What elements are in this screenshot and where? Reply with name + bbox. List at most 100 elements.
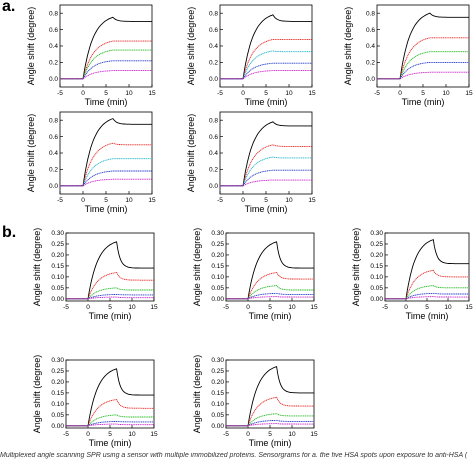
y-tick-label: 0.05: [51, 412, 64, 419]
y-tick-label: 0.4: [209, 43, 218, 50]
x-tick-label: 0: [241, 197, 245, 204]
y-tick-label: 0.8: [209, 10, 218, 17]
y-axis-label: Angle shift (degree): [192, 355, 202, 434]
sensorgram-chart-b-5: -5 0 5 10 15 0.00 0.05 0.10 0.15 0.20 0.25 0.30 Time…: [192, 355, 318, 448]
y-tick-label: 0.6: [49, 27, 58, 34]
y-tick-label: 0.4: [49, 43, 58, 50]
sensorgram-chart-b-1: -5 0 5 10 15 0.00 0.05 0.10 0.15 0.20 0.25 0.30 Time…: [32, 228, 158, 321]
y-tick-label: 0.10: [211, 274, 224, 281]
y-tick-label: 0.4: [209, 150, 218, 157]
x-tick-label: -5: [57, 90, 63, 97]
x-tick-label: 15: [465, 90, 473, 97]
x-tick-label: -5: [374, 90, 380, 97]
series-line-magenta: [66, 296, 154, 300]
y-tick-label: 0.20: [211, 252, 224, 259]
x-tick-label: 0: [246, 431, 250, 438]
y-tick-label: 0.25: [51, 241, 64, 248]
series-line-red: [385, 269, 469, 300]
series-line-green: [60, 49, 152, 80]
x-axis-label: Time (min): [85, 97, 128, 107]
y-tick-label: 0.8: [209, 117, 218, 124]
series-line-red: [226, 272, 314, 300]
x-tick-label: -5: [223, 304, 229, 311]
sensorgram-chart-a-3: -5 0 5 10 15 0.0 0.2 0.4 0.6 0.8 Time (min) Angle s…: [343, 4, 473, 107]
figure-caption: Multiplexed angle scanning SPR using a s…: [0, 452, 468, 459]
sensorgram-chart-a-2: -5 0 5 10 15 0.0 0.2 0.4 0.6 0.8 Time (min) Angle s…: [186, 4, 316, 107]
y-tick-label: 0.10: [211, 401, 224, 408]
series-line-black: [220, 14, 312, 80]
y-tick-label: 0.30: [211, 230, 224, 237]
x-tick-label: 15: [310, 431, 318, 438]
sensorgram-chart-b-2: -5 0 5 10 15 0.00 0.05 0.10 0.15 0.20 0.25 0.30 Time…: [192, 228, 318, 321]
x-tick-label: 5: [108, 431, 112, 438]
series-line-blue: [226, 292, 314, 300]
y-tick-label: 0.8: [49, 117, 58, 124]
sensorgram-chart-b-4: -5 0 5 10 15 0.00 0.05 0.10 0.15 0.20 0.25 0.30 Time…: [32, 355, 158, 448]
series-line-black: [226, 365, 314, 427]
x-tick-label: 0: [241, 90, 245, 97]
y-tick-label: 0.2: [49, 167, 58, 174]
y-tick-label: 0.30: [51, 357, 64, 364]
x-tick-label: 0: [81, 197, 85, 204]
series-line-red: [220, 38, 312, 80]
series-line-magenta: [220, 179, 312, 187]
y-axis-label: Angle shift (degree): [351, 228, 361, 307]
series-line-red: [66, 271, 154, 300]
series-line-red: [60, 40, 152, 80]
y-tick-label: 0.10: [51, 401, 64, 408]
series-line-magenta: [220, 70, 312, 80]
y-tick-label: 0.0: [366, 76, 375, 83]
series-line-green: [377, 51, 469, 80]
y-tick-label: 0.15: [370, 263, 383, 270]
y-tick-label: 0.25: [370, 241, 383, 248]
x-tick-label: 10: [125, 90, 133, 97]
y-tick-label: 0.00: [51, 296, 64, 303]
y-tick-label: 0.15: [211, 263, 224, 270]
series-line-blue: [60, 60, 152, 80]
y-tick-label: 0.4: [49, 150, 58, 157]
x-tick-label: 10: [125, 197, 133, 204]
panel-label-a: a.: [2, 0, 16, 15]
sensorgram-chart-b-3: -5 0 5 10 15 0.00 0.05 0.10 0.15 0.20 0.25 0.30 Time…: [351, 228, 473, 321]
series-line-blue: [226, 419, 314, 427]
x-tick-label: 0: [81, 90, 85, 97]
series-line-green: [385, 285, 469, 300]
y-tick-label: 0.15: [51, 263, 64, 270]
series-line-magenta: [66, 423, 154, 427]
series-line-magenta: [60, 70, 152, 80]
x-tick-label: -5: [63, 431, 69, 438]
plot-frame: [65, 359, 155, 429]
y-tick-label: 0.00: [370, 296, 383, 303]
y-tick-label: 0.00: [211, 423, 224, 430]
x-tick-label: 10: [285, 90, 293, 97]
y-tick-label: 0.8: [366, 10, 375, 17]
series-line-red: [66, 398, 154, 427]
series-line-magenta: [377, 71, 469, 80]
x-tick-label: 10: [128, 431, 136, 438]
x-axis-label: Time (min): [245, 204, 288, 214]
x-tick-label: 10: [288, 431, 296, 438]
x-tick-label: 5: [108, 304, 112, 311]
series-line-magenta: [60, 178, 152, 187]
x-tick-label: 5: [268, 304, 272, 311]
plot-frame: [219, 4, 313, 88]
x-tick-label: 0: [86, 304, 90, 311]
y-axis-label: Angle shift (degree): [186, 7, 196, 86]
x-axis-label: Time (min): [89, 438, 132, 448]
y-tick-label: 0.0: [49, 183, 58, 190]
x-tick-label: 15: [308, 90, 316, 97]
plot-frame: [219, 111, 313, 195]
x-tick-label: 5: [268, 431, 272, 438]
series-line-black: [377, 12, 469, 80]
y-tick-label: 0.8: [49, 10, 58, 17]
series-line-magenta: [385, 296, 469, 300]
y-tick-label: 0.05: [51, 285, 64, 292]
x-tick-label: 10: [288, 304, 296, 311]
y-axis-label: Angle shift (degree): [192, 228, 202, 307]
x-tick-label: 15: [148, 90, 156, 97]
x-tick-label: 0: [246, 304, 250, 311]
y-tick-label: 0.6: [209, 27, 218, 34]
series-line-black: [220, 121, 312, 187]
y-tick-label: 0.2: [49, 60, 58, 67]
x-tick-label: -5: [382, 304, 388, 311]
